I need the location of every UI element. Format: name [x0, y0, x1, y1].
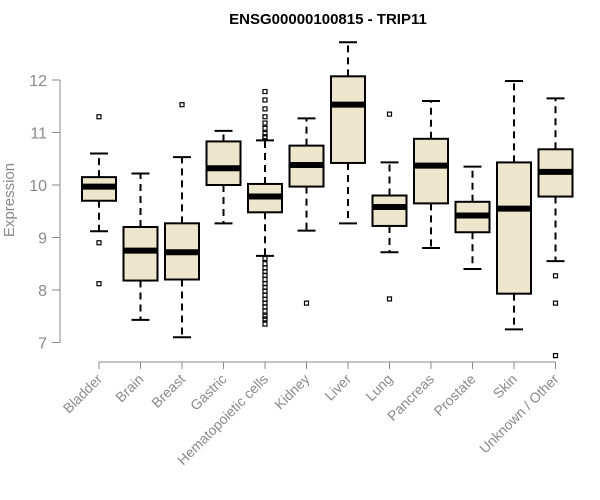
iqr-box — [413, 137, 449, 205]
y-tick-label: 9 — [38, 231, 47, 248]
y-tick-label: 8 — [38, 283, 47, 300]
x-tick-label: Liver — [321, 371, 354, 404]
y-tick-label: 12 — [29, 73, 47, 90]
box-kidney — [288, 117, 325, 306]
box-skin — [496, 80, 532, 331]
outlier-point — [262, 88, 268, 95]
x-tick-label: Kidney — [271, 371, 313, 413]
outlier-point — [96, 114, 102, 120]
outlier-point — [262, 313, 268, 319]
box-prostate — [454, 165, 491, 270]
outlier-point — [262, 135, 268, 141]
outlier-point — [262, 125, 268, 131]
outlier-point — [96, 281, 102, 287]
box-hematopoietic-cells — [247, 88, 283, 327]
box-unknown-other — [537, 97, 574, 359]
y-tick-label: 10 — [29, 178, 47, 195]
outlier-point — [262, 316, 268, 322]
outlier-point — [262, 114, 268, 120]
x-tick-label: Unknown / Other — [476, 371, 562, 457]
box-liver — [330, 41, 366, 225]
x-tick-label: Brain — [112, 371, 146, 405]
iqr-box — [205, 140, 242, 187]
outlier-point — [262, 292, 268, 298]
box-gastric — [205, 129, 242, 225]
outlier-point — [262, 97, 268, 103]
outlier-point — [262, 120, 268, 126]
outlier-point — [96, 240, 102, 246]
box-pancreas — [413, 100, 449, 249]
y-axis-label: Expression — [1, 163, 18, 237]
outlier-point — [262, 276, 268, 283]
x-tick-label: Bladder — [60, 371, 106, 417]
outlier-point — [552, 300, 559, 306]
x-tick-label: Breast — [148, 371, 188, 411]
chart-title: ENSG00000100815 - TRIP11 — [229, 11, 427, 28]
box-brain — [122, 172, 159, 321]
outlier-point — [552, 353, 559, 359]
iqr-box — [496, 161, 532, 295]
outlier-point — [386, 296, 393, 302]
outlier-point — [262, 308, 268, 314]
outlier-point — [262, 106, 268, 112]
outlier-point — [552, 273, 559, 279]
box-bladder — [81, 114, 117, 287]
outlier-point — [386, 111, 393, 117]
x-tick-label: Prostate — [430, 371, 478, 419]
outlier-point — [179, 102, 185, 108]
outlier-point — [303, 300, 310, 306]
y-tick-label: 7 — [38, 336, 47, 353]
iqr-box — [122, 226, 159, 282]
iqr-box — [330, 75, 366, 164]
y-axis: 7 8 9 10 11 12 — [29, 73, 61, 353]
box-breast — [164, 102, 200, 339]
x-tick-label: Lung — [362, 371, 395, 404]
x-tick-label: Skin — [490, 371, 521, 402]
outlier-point — [262, 261, 268, 267]
box-series — [81, 41, 574, 359]
iqr-box — [371, 194, 408, 227]
y-tick-label: 11 — [30, 126, 47, 143]
box-lung — [371, 111, 408, 302]
outlier-point — [262, 321, 268, 327]
outlier-point — [262, 255, 268, 262]
